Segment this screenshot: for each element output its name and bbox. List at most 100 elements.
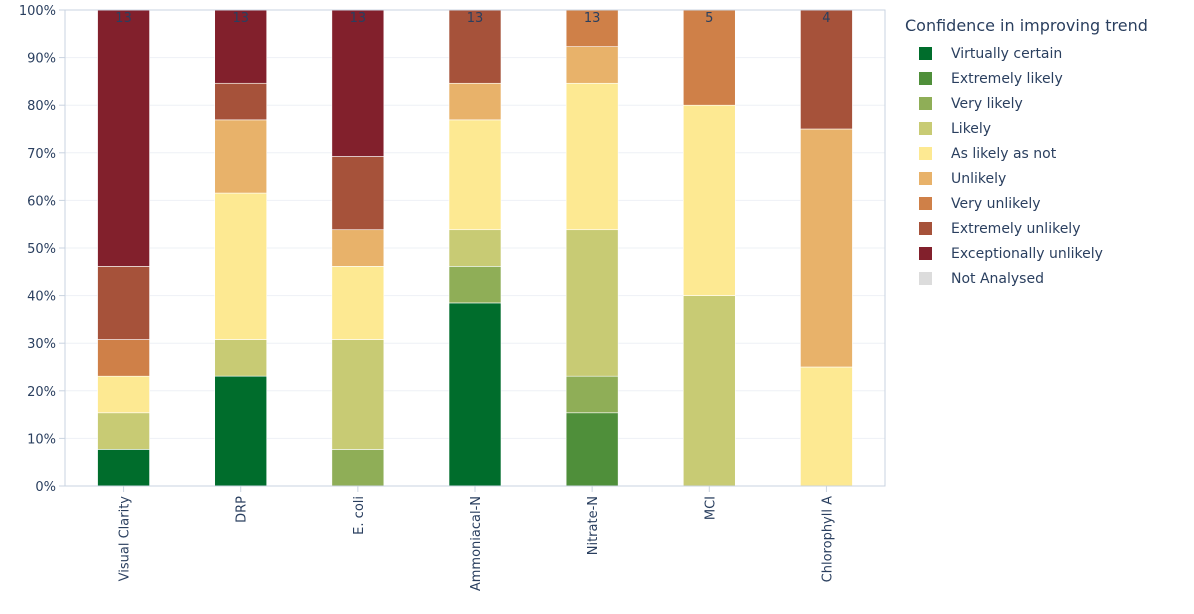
legend-item[interactable]: Very unlikely (905, 191, 1190, 216)
bar-segment (800, 366, 853, 487)
legend-label: Very unlikely (951, 195, 1041, 212)
bar-segment (682, 9, 736, 106)
legend-title: Confidence in improving trend (905, 16, 1148, 35)
legend-label: Extremely likely (951, 70, 1063, 87)
legend-item[interactable]: Unlikely (905, 166, 1190, 191)
y-tick-label: 10% (27, 432, 56, 447)
legend-item[interactable]: Exceptionally unlikely (905, 241, 1190, 266)
legend-swatch (919, 197, 932, 210)
bar-segment (214, 192, 268, 340)
bar-count-label: 13 (467, 11, 484, 26)
bar-segment (800, 9, 853, 130)
legend-item[interactable]: Extremely unlikely (905, 216, 1190, 241)
bar-segment (448, 82, 502, 121)
legend-item[interactable]: Very likely (905, 91, 1190, 116)
x-tick-label: Chlorophyll A (820, 496, 835, 582)
bar-count-label: 13 (232, 11, 249, 26)
legend-swatch (919, 122, 932, 135)
bar-segment (565, 229, 619, 377)
bar-segment (97, 339, 150, 377)
y-tick-label: 30% (27, 337, 56, 352)
legend-item[interactable]: As likely as not (905, 141, 1190, 166)
bar-segment (214, 9, 268, 84)
bar-segment (565, 82, 619, 231)
bar-segment (97, 412, 150, 450)
bar-count-label: 13 (350, 11, 367, 26)
bar-segment (682, 104, 736, 296)
legend-label: Virtually certain (951, 45, 1063, 62)
legend-swatch (919, 172, 932, 185)
bar-segment (214, 119, 268, 194)
bar-segment (97, 266, 150, 340)
bar-segment (448, 266, 502, 304)
bar-segment (331, 229, 385, 267)
y-tick-label: 40% (27, 290, 56, 305)
bar-segment (97, 449, 150, 487)
y-tick-label: 0% (35, 480, 56, 495)
legend-item[interactable]: Virtually certain (905, 41, 1190, 66)
bar-count-labels: 13 13 13 13 13 5 4 (115, 11, 830, 26)
bar-segment (565, 9, 619, 47)
x-tick-label: DRP (235, 496, 250, 523)
y-tick-label: 20% (27, 385, 56, 400)
y-tick-label: 50% (27, 242, 56, 257)
bar-segment (331, 156, 385, 231)
legend-items: Virtually certain Extremely likely Very li… (905, 41, 1190, 291)
bar-segment (331, 449, 385, 487)
bar-segment (331, 339, 385, 450)
x-tick-label: Visual Clarity (118, 496, 133, 582)
x-tick-label: Nitrate-N (586, 496, 601, 555)
bar-count-label: 13 (584, 11, 601, 26)
legend-item[interactable]: Extremely likely (905, 66, 1190, 91)
bar-count-label: 13 (115, 11, 132, 26)
bar-segment (331, 9, 385, 157)
legend-swatch (919, 147, 932, 160)
bar-segment (565, 412, 619, 487)
y-tick-label: 80% (27, 99, 56, 114)
legend-swatch (919, 247, 932, 260)
bar-segment (214, 375, 268, 487)
legend-item[interactable]: Not Analysed (905, 266, 1190, 291)
y-tick-label: 90% (27, 52, 56, 67)
plot-frame (64, 9, 886, 487)
bar-segment (448, 229, 502, 267)
legend-swatch (919, 97, 932, 110)
x-axis: Visual Clarity DRP E. coli Ammoniacal-N Nitr… (118, 486, 835, 591)
legend: Confidence in improving trend Virtually … (905, 16, 1190, 291)
legend-label: Very likely (951, 95, 1023, 112)
bar-segment (97, 375, 150, 414)
legend-label: Exceptionally unlikely (951, 245, 1103, 262)
legend-label: Unlikely (951, 170, 1007, 187)
bar-segment (682, 295, 736, 487)
legend-label: Likely (951, 120, 992, 137)
bar-segment (448, 302, 502, 487)
y-tick-label: 100% (19, 4, 56, 19)
bar-count-label: 4 (822, 11, 830, 26)
legend-item[interactable]: Likely (905, 116, 1190, 141)
y-tick-label: 70% (27, 147, 56, 162)
bar-segment (331, 266, 385, 340)
bar-segment (565, 46, 619, 84)
legend-swatch (919, 47, 932, 60)
legend-label: Not Analysed (951, 270, 1044, 287)
x-tick-label: E. coli (352, 496, 367, 535)
bar-segment (97, 9, 150, 267)
bar-segment (448, 9, 502, 84)
bar-segment (214, 339, 268, 377)
bars (97, 9, 853, 487)
legend-label: Extremely unlikely (951, 220, 1081, 237)
bar-segment (448, 119, 502, 231)
stacked-bar-chart: 13 13 13 13 13 5 4 0% 10% 20% 30% 40% 50% 60% 70% 80% 9… (19, 4, 886, 591)
legend-swatch (919, 222, 932, 235)
bar-segment (214, 82, 268, 121)
legend-label: As likely as not (951, 145, 1057, 162)
x-tick-label: Ammoniacal-N (469, 496, 484, 591)
x-tick-label: MCI (703, 496, 718, 520)
legend-swatch (919, 272, 932, 285)
bar-segment (565, 375, 619, 414)
bar-count-label: 5 (705, 11, 713, 26)
bar-segment (800, 128, 853, 368)
y-axis: 0% 10% 20% 30% 40% 50% 60% 70% 80% 90% 100% (19, 4, 65, 495)
y-tick-label: 60% (27, 194, 56, 209)
legend-swatch (919, 72, 932, 85)
